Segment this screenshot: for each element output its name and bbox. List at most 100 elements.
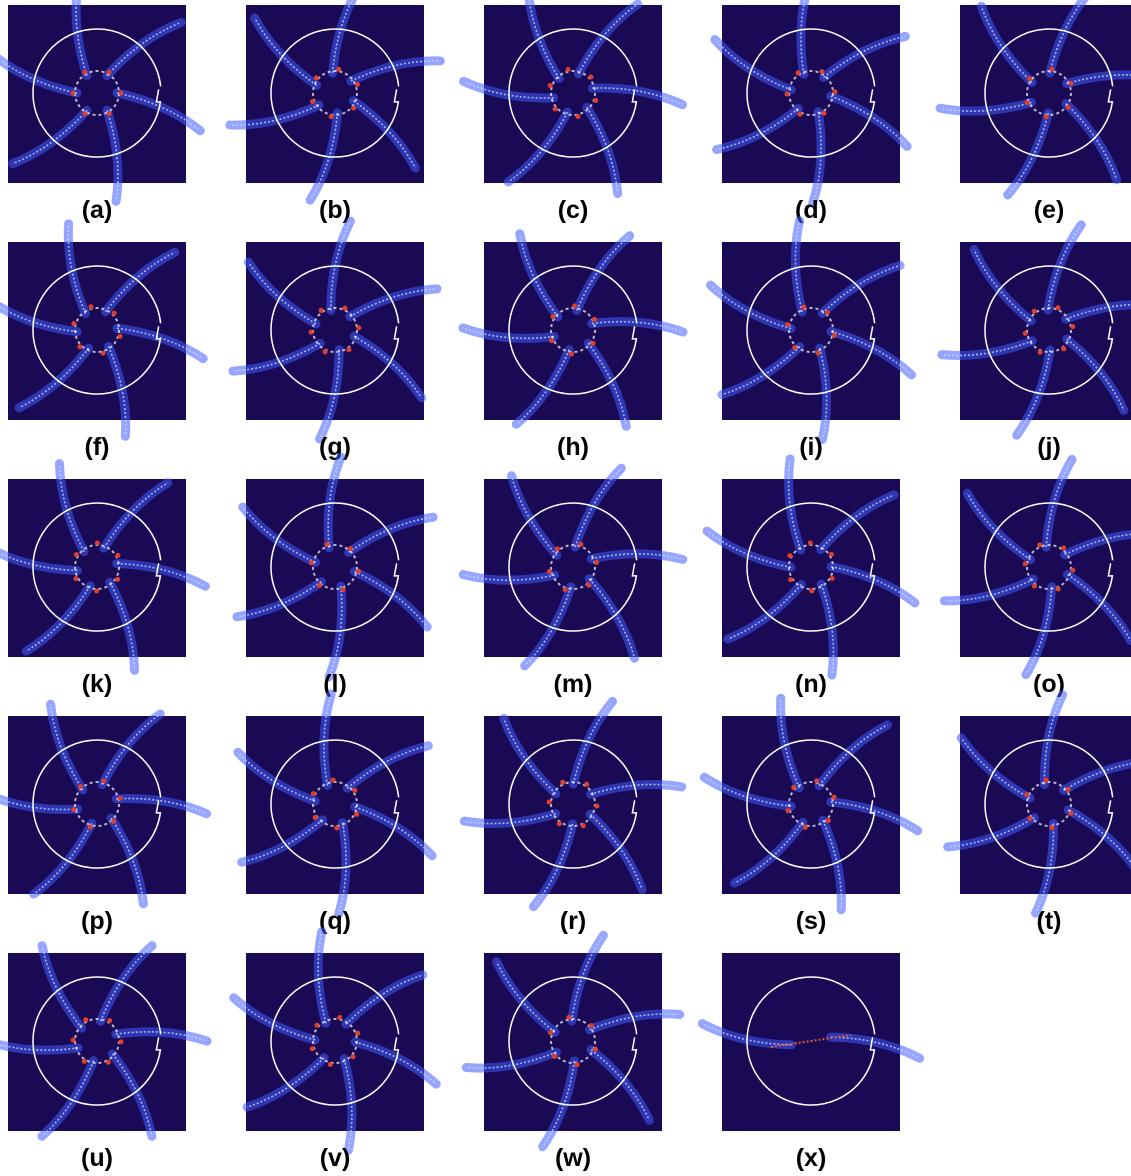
beam-core	[353, 335, 423, 399]
boundary	[270, 502, 400, 632]
beam-core	[830, 95, 908, 147]
hot-spot	[550, 314, 556, 320]
hot-spot	[1031, 583, 1037, 589]
beam-core	[588, 578, 636, 659]
hot-spot	[115, 576, 121, 582]
panel	[225, 0, 445, 205]
panel	[0, 219, 208, 441]
panel-label: (k)	[82, 670, 113, 698]
hot-spot	[337, 1014, 343, 1020]
hot-spot	[355, 1030, 361, 1036]
beam-core	[107, 346, 127, 437]
inner-ring	[312, 307, 358, 353]
beam-core	[237, 751, 316, 802]
hot-spot	[824, 309, 830, 315]
hot-spot	[81, 1058, 87, 1064]
hot-spot	[1070, 567, 1076, 573]
panel-label: (h)	[557, 433, 589, 461]
beam-core	[330, 220, 352, 311]
hot-spot	[574, 1062, 580, 1068]
hot-spot	[1037, 542, 1043, 548]
hot-spot	[106, 111, 112, 117]
beam-core	[466, 1051, 557, 1069]
beam-core	[1034, 823, 1055, 914]
hot-spot	[1031, 308, 1037, 314]
beam-core	[524, 586, 572, 667]
hot-spot	[1022, 561, 1028, 567]
beam-core	[1064, 533, 1131, 556]
panel-background	[246, 716, 424, 894]
beam-core	[591, 552, 683, 561]
beam-core	[734, 821, 804, 884]
beam-core	[541, 1060, 576, 1148]
hot-spot	[350, 1054, 356, 1060]
boundary	[746, 976, 876, 1106]
hot-spot	[795, 70, 801, 76]
hot-spot	[334, 825, 340, 831]
hot-spot	[593, 97, 599, 103]
inner-ring	[74, 781, 120, 827]
hot-spot	[1049, 66, 1055, 72]
beam-core	[577, 3, 639, 75]
panel-background	[484, 242, 662, 420]
hot-spot	[1061, 346, 1067, 352]
beam-core	[818, 724, 888, 787]
beam-core	[106, 21, 182, 77]
panel	[229, 927, 441, 1155]
beam-core	[1067, 809, 1131, 864]
hot-spot	[107, 1018, 113, 1024]
beam-core	[727, 583, 802, 640]
hot-spot	[77, 784, 83, 790]
beam-core	[587, 342, 628, 427]
panel-label: (c)	[558, 196, 589, 224]
hot-spot	[115, 552, 121, 558]
beam-core	[973, 249, 1032, 322]
beam-core	[327, 456, 342, 548]
inner-ring	[1026, 781, 1072, 827]
hot-spot	[118, 1039, 124, 1045]
hot-spot	[807, 540, 813, 546]
hot-spot	[829, 575, 835, 581]
inner-ring	[788, 781, 834, 827]
hot-spot	[814, 778, 820, 784]
hot-spot	[1024, 100, 1030, 106]
beam-core	[706, 530, 792, 569]
inner-ring	[550, 70, 596, 116]
hot-spot	[797, 111, 803, 117]
hot-spot	[1068, 80, 1074, 86]
inner-ring	[312, 781, 358, 827]
hot-spot	[324, 541, 330, 547]
beam-core	[331, 0, 353, 74]
boundary	[32, 28, 162, 158]
hot-spot	[73, 576, 79, 582]
beam-core	[345, 974, 424, 1025]
beam-core	[714, 39, 792, 91]
hot-spot	[1065, 104, 1071, 110]
beam-core	[518, 233, 559, 318]
beam-core	[1045, 459, 1073, 548]
panel-label: (n)	[795, 670, 827, 698]
hot-spot	[546, 799, 552, 805]
beam-core	[528, 0, 560, 80]
inner-ring	[550, 1018, 596, 1064]
inner-ring	[550, 544, 596, 590]
hot-spot	[314, 1022, 320, 1028]
panel	[461, 930, 685, 1152]
hot-spot	[580, 823, 586, 829]
beam-core	[939, 101, 1032, 112]
hot-spot	[71, 807, 77, 813]
hot-spot	[792, 345, 798, 351]
beam-core	[941, 340, 1033, 357]
hot-spot	[584, 781, 590, 787]
hot-spot	[819, 69, 825, 75]
panel-label: (j)	[1037, 433, 1061, 461]
hot-spot	[784, 91, 790, 97]
panel	[458, 229, 688, 431]
boundary	[508, 265, 638, 395]
hot-spot	[809, 588, 815, 594]
beam-core	[337, 822, 347, 915]
beam-core	[1007, 112, 1050, 196]
inner-ring	[312, 70, 358, 116]
beam-core	[507, 111, 569, 183]
